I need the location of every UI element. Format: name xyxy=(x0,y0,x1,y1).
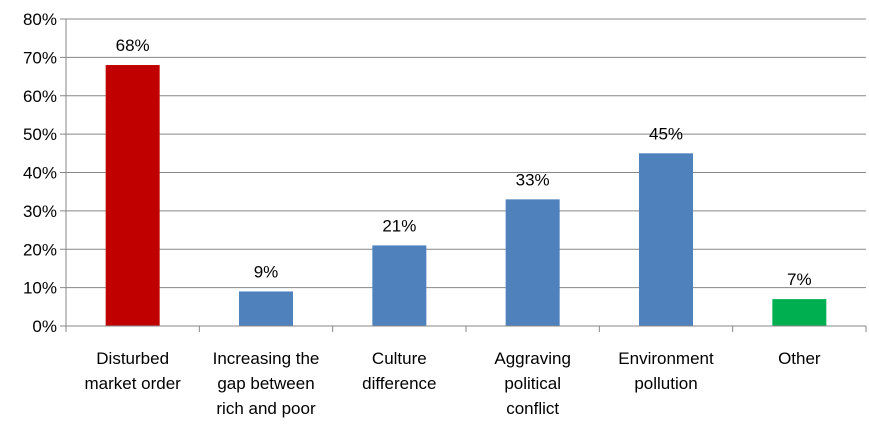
y-tick-label: 80% xyxy=(23,10,57,29)
x-category-label: Environment pollution xyxy=(618,349,714,393)
bar xyxy=(105,65,160,327)
y-tick-label: 60% xyxy=(23,87,57,106)
bars xyxy=(105,65,827,327)
x-category-label-line: Culture xyxy=(372,349,427,368)
data-labels: 68% 9% 21% 33% 45% 7% xyxy=(116,36,812,289)
x-category-label-line: Aggraving xyxy=(494,349,571,368)
x-category-label-line: political xyxy=(504,374,561,393)
x-category-label-line: Environment xyxy=(618,349,714,368)
data-label: 21% xyxy=(382,216,416,235)
data-label: 9% xyxy=(254,262,279,281)
x-axis-category-labels: Disturbed market order Increasing the gap b… xyxy=(84,349,820,418)
y-tick-label: 20% xyxy=(23,240,57,259)
x-category-label-line: pollution xyxy=(634,374,697,393)
x-category-label-line: Increasing the xyxy=(213,349,320,368)
y-tick-label: 70% xyxy=(23,48,57,67)
data-label: 33% xyxy=(516,170,550,189)
x-category-label: Increasing the gap between rich and poor xyxy=(213,349,320,418)
y-tick-label: 0% xyxy=(32,317,57,336)
gridlines xyxy=(60,18,866,327)
x-category-label-line: rich and poor xyxy=(216,399,316,418)
x-category-label-line: conflict xyxy=(506,399,559,418)
bar xyxy=(239,291,293,326)
x-category-label-line: gap between xyxy=(217,374,314,393)
x-category-label-line: Disturbed xyxy=(96,349,169,368)
data-label: 68% xyxy=(116,36,150,55)
bar xyxy=(772,299,827,326)
x-category-label: Aggraving political conflict xyxy=(494,349,571,418)
x-category-label-line: difference xyxy=(362,374,436,393)
y-tick-label: 30% xyxy=(23,202,57,221)
bar xyxy=(639,153,693,326)
x-axis xyxy=(65,19,867,332)
data-label: 7% xyxy=(787,270,812,289)
x-category-label-line: Other xyxy=(778,349,821,368)
y-axis-tick-labels: 0% 10% 20% 30% 40% 50% 60% 70% 80% xyxy=(23,10,57,336)
x-category-label: Disturbed market order xyxy=(84,349,181,393)
y-tick-label: 10% xyxy=(23,279,57,298)
x-category-label-line: market order xyxy=(84,374,181,393)
x-category-label: Other xyxy=(778,349,821,368)
y-tick-label: 50% xyxy=(23,125,57,144)
data-label: 45% xyxy=(649,124,683,143)
x-category-label: Culture difference xyxy=(362,349,436,393)
y-tick-label: 40% xyxy=(23,164,57,183)
bar xyxy=(372,245,427,326)
bar xyxy=(505,199,560,326)
